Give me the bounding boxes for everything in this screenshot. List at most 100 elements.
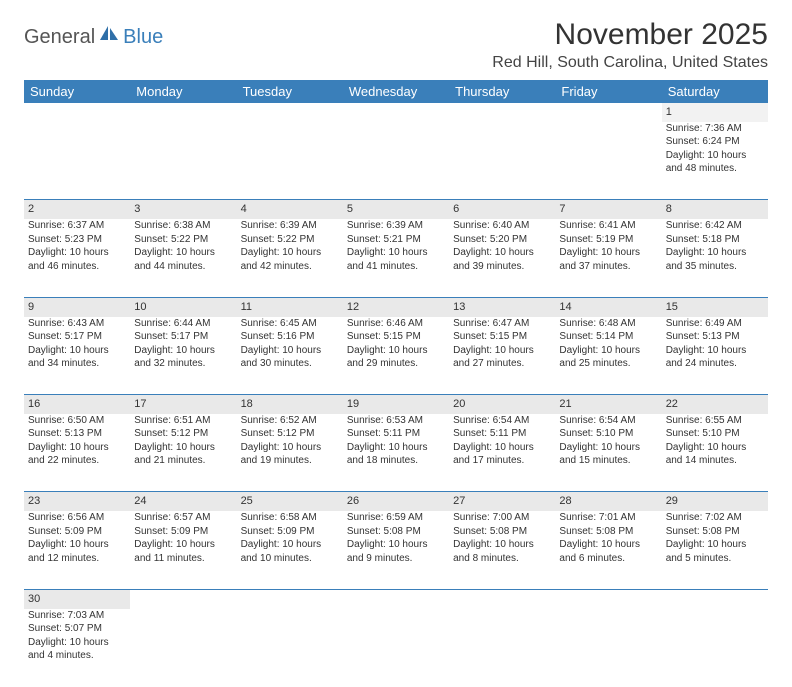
day-detail-cell: Sunrise: 7:00 AMSunset: 5:08 PMDaylight:… <box>449 511 555 589</box>
day-number-cell: 11 <box>237 297 343 316</box>
day-number-cell <box>343 103 449 122</box>
sunset-text: Sunset: 5:11 PM <box>453 427 551 441</box>
day-detail-cell <box>343 122 449 200</box>
sunset-text: Sunset: 6:24 PM <box>666 135 764 149</box>
sunset-text: Sunset: 5:12 PM <box>241 427 339 441</box>
sunrise-text: Sunrise: 6:45 AM <box>241 317 339 331</box>
sunset-text: Sunset: 5:15 PM <box>347 330 445 344</box>
sunset-text: Sunset: 5:13 PM <box>28 427 126 441</box>
day-number-cell: 30 <box>24 589 130 608</box>
weekday-header: Sunday <box>24 80 130 103</box>
sunrise-text: Sunrise: 6:42 AM <box>666 219 764 233</box>
day-detail-cell: Sunrise: 6:54 AMSunset: 5:11 PMDaylight:… <box>449 414 555 492</box>
sunset-text: Sunset: 5:09 PM <box>28 525 126 539</box>
sunset-text: Sunset: 5:19 PM <box>559 233 657 247</box>
day-number-cell: 12 <box>343 297 449 316</box>
day-number-cell: 28 <box>555 492 661 511</box>
sunset-text: Sunset: 5:15 PM <box>453 330 551 344</box>
day-detail-cell: Sunrise: 6:38 AMSunset: 5:22 PMDaylight:… <box>130 219 236 297</box>
day-number-cell <box>343 589 449 608</box>
daynum-row: 30 <box>24 589 768 608</box>
title-block: November 2025 Red Hill, South Carolina, … <box>492 18 768 72</box>
day-detail-cell: Sunrise: 6:49 AMSunset: 5:13 PMDaylight:… <box>662 317 768 395</box>
sunset-text: Sunset: 5:21 PM <box>347 233 445 247</box>
sail-icon <box>98 24 120 47</box>
day-detail-cell: Sunrise: 6:47 AMSunset: 5:15 PMDaylight:… <box>449 317 555 395</box>
weekday-header: Thursday <box>449 80 555 103</box>
day-detail-cell: Sunrise: 7:03 AMSunset: 5:07 PMDaylight:… <box>24 609 130 687</box>
daylight-text: Daylight: 10 hours and 27 minutes. <box>453 344 551 371</box>
day-detail-cell: Sunrise: 6:43 AMSunset: 5:17 PMDaylight:… <box>24 317 130 395</box>
daylight-text: Daylight: 10 hours and 17 minutes. <box>453 441 551 468</box>
weekday-header: Wednesday <box>343 80 449 103</box>
daylight-text: Daylight: 10 hours and 10 minutes. <box>241 538 339 565</box>
weekday-header: Saturday <box>662 80 768 103</box>
detail-row: Sunrise: 6:37 AMSunset: 5:23 PMDaylight:… <box>24 219 768 297</box>
sunset-text: Sunset: 5:17 PM <box>28 330 126 344</box>
sunrise-text: Sunrise: 6:39 AM <box>347 219 445 233</box>
sunset-text: Sunset: 5:10 PM <box>559 427 657 441</box>
sunset-text: Sunset: 5:08 PM <box>453 525 551 539</box>
sunrise-text: Sunrise: 6:44 AM <box>134 317 232 331</box>
sunrise-text: Sunrise: 7:01 AM <box>559 511 657 525</box>
daylight-text: Daylight: 10 hours and 21 minutes. <box>134 441 232 468</box>
day-number-cell: 16 <box>24 395 130 414</box>
sunrise-text: Sunrise: 6:54 AM <box>453 414 551 428</box>
weekday-header: Friday <box>555 80 661 103</box>
day-detail-cell <box>130 609 236 687</box>
sunset-text: Sunset: 5:12 PM <box>134 427 232 441</box>
day-number-cell <box>130 589 236 608</box>
day-detail-cell: Sunrise: 6:54 AMSunset: 5:10 PMDaylight:… <box>555 414 661 492</box>
day-number-cell: 20 <box>449 395 555 414</box>
sunset-text: Sunset: 5:16 PM <box>241 330 339 344</box>
day-number-cell <box>555 589 661 608</box>
day-number-cell: 3 <box>130 200 236 219</box>
daylight-text: Daylight: 10 hours and 29 minutes. <box>347 344 445 371</box>
sunset-text: Sunset: 5:07 PM <box>28 622 126 636</box>
sunrise-text: Sunrise: 6:43 AM <box>28 317 126 331</box>
logo-text-general: General <box>24 26 95 49</box>
sunrise-text: Sunrise: 6:54 AM <box>559 414 657 428</box>
sunrise-text: Sunrise: 7:36 AM <box>666 122 764 136</box>
day-number-cell: 7 <box>555 200 661 219</box>
day-number-cell: 6 <box>449 200 555 219</box>
detail-row: Sunrise: 6:43 AMSunset: 5:17 PM Daylight:… <box>24 317 768 395</box>
day-detail-cell <box>449 609 555 687</box>
daynum-row: 23242526272829 <box>24 492 768 511</box>
day-detail-cell: Sunrise: 6:42 AMSunset: 5:18 PMDaylight:… <box>662 219 768 297</box>
day-detail-cell: Sunrise: 6:53 AMSunset: 5:11 PMDaylight:… <box>343 414 449 492</box>
day-detail-cell: Sunrise: 7:36 AMSunset: 6:24 PMDaylight:… <box>662 122 768 200</box>
day-detail-cell: Sunrise: 6:56 AMSunset: 5:09 PMDaylight:… <box>24 511 130 589</box>
day-number-cell: 22 <box>662 395 768 414</box>
day-detail-cell <box>24 122 130 200</box>
sunset-text: Sunset: 5:22 PM <box>134 233 232 247</box>
sunrise-text: Sunrise: 6:49 AM <box>666 317 764 331</box>
day-detail-cell <box>662 609 768 687</box>
daylight-text: Daylight: 10 hours and 30 minutes. <box>241 344 339 371</box>
daynum-row: 1 <box>24 103 768 122</box>
day-detail-cell: Sunrise: 6:55 AMSunset: 5:10 PMDaylight:… <box>662 414 768 492</box>
month-title: November 2025 <box>492 18 768 52</box>
sunrise-text: Sunrise: 6:37 AM <box>28 219 126 233</box>
daylight-text: Daylight: 10 hours and 18 minutes. <box>347 441 445 468</box>
day-detail-cell: Sunrise: 6:39 AMSunset: 5:22 PMDaylight:… <box>237 219 343 297</box>
sunrise-text: Sunrise: 7:03 AM <box>28 609 126 623</box>
day-detail-cell <box>555 609 661 687</box>
day-number-cell: 18 <box>237 395 343 414</box>
daylight-text: Daylight: 10 hours and 15 minutes. <box>559 441 657 468</box>
sunset-text: Sunset: 5:18 PM <box>666 233 764 247</box>
day-number-cell: 13 <box>449 297 555 316</box>
daylight-text: Daylight: 10 hours and 35 minutes. <box>666 246 764 273</box>
day-detail-cell: Sunrise: 6:40 AMSunset: 5:20 PMDaylight:… <box>449 219 555 297</box>
sunset-text: Sunset: 5:08 PM <box>347 525 445 539</box>
day-number-cell: 19 <box>343 395 449 414</box>
daylight-text: Daylight: 10 hours and 22 minutes. <box>28 441 126 468</box>
sunrise-text: Sunrise: 6:39 AM <box>241 219 339 233</box>
day-number-cell <box>662 589 768 608</box>
sunset-text: Sunset: 5:22 PM <box>241 233 339 247</box>
day-detail-cell: Sunrise: 6:52 AMSunset: 5:12 PMDaylight:… <box>237 414 343 492</box>
sunset-text: Sunset: 5:08 PM <box>666 525 764 539</box>
day-detail-cell <box>555 122 661 200</box>
day-number-cell <box>24 103 130 122</box>
day-detail-cell <box>449 122 555 200</box>
